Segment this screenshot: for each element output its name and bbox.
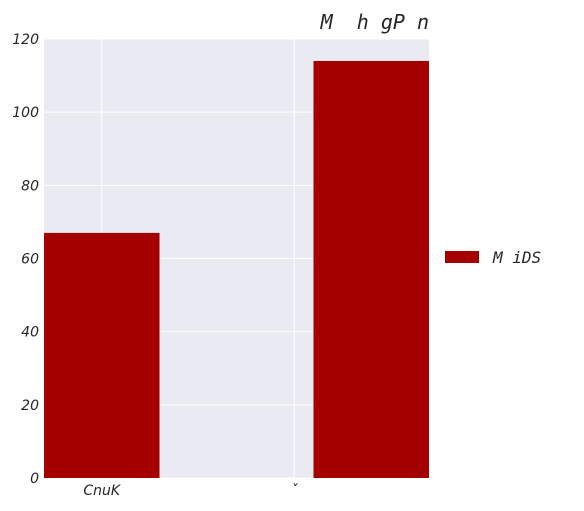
y-tick-label: 20	[21, 398, 39, 414]
y-axis-ticks: 0 20 40 60 80 100 120	[12, 32, 39, 487]
legend-swatch	[445, 251, 479, 263]
bars	[44, 60, 429, 478]
legend: M iDS	[445, 248, 541, 267]
y-tick-label: 40	[21, 325, 39, 341]
x-tick-label: CnuK	[83, 483, 122, 499]
y-tick-label: 60	[21, 252, 39, 268]
x-axis-ticks: CnuK ˇ	[83, 483, 298, 499]
bar	[313, 60, 429, 478]
y-tick-label: 0	[30, 471, 39, 487]
y-tick-label: 100	[12, 105, 39, 121]
y-tick-label: 120	[12, 32, 39, 48]
y-tick-label: 80	[21, 178, 39, 194]
x-tick-label: ˇ	[291, 483, 299, 499]
bar	[44, 232, 160, 478]
legend-label: M iDS	[492, 248, 541, 267]
chart-title: M h gP n	[320, 10, 429, 34]
